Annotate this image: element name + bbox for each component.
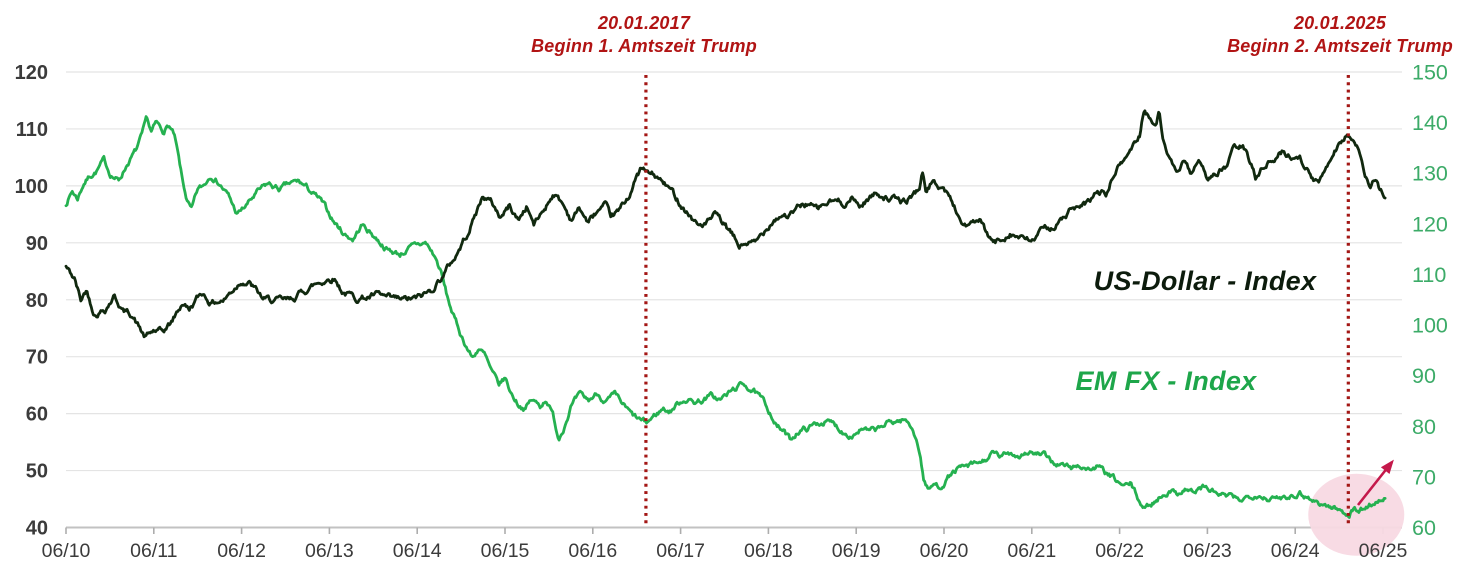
series-label-em-fx-index: EM FX - Index <box>1075 366 1257 396</box>
highlight-ellipse <box>1308 473 1405 556</box>
annotation-trump-term1-label: Beginn 1. Amtszeit Trump <box>531 36 757 56</box>
x-axis-tick-label: 06/25 <box>1359 540 1408 562</box>
x-axis-tick-label: 06/21 <box>1007 540 1056 562</box>
left-axis-labels: 120 110 100 90 80 70 60 50 40 <box>15 62 48 540</box>
left-axis-tick-label: 40 <box>26 518 48 540</box>
x-axis-tick-label: 06/23 <box>1183 540 1232 562</box>
right-axis-tick-label: 100 <box>1412 314 1448 338</box>
right-axis-labels: 150 140 130 120 110 100 90 80 70 60 <box>1412 61 1448 541</box>
right-axis-tick-label: 80 <box>1412 415 1436 439</box>
right-axis-tick-label: 70 <box>1412 465 1436 489</box>
x-axis-tick-label: 06/15 <box>481 540 530 562</box>
annotation-trump-term2: 20.01.2025 Beginn 2. Amtszeit Trump <box>1227 12 1453 58</box>
left-axis-tick-label: 50 <box>26 461 48 483</box>
series-us-dollar-index-line <box>64 109 1387 339</box>
left-axis-tick-label: 100 <box>15 176 48 198</box>
series-label-us-dollar-index: US-Dollar - Index <box>1093 266 1317 296</box>
x-axis-tick-label: 06/16 <box>568 540 617 562</box>
annotation-trump-term1: 20.01.2017 Beginn 1. Amtszeit Trump <box>531 12 757 58</box>
x-axis-tick-label: 06/20 <box>920 540 969 562</box>
x-axis-tick-label: 06/13 <box>305 540 354 562</box>
right-axis-tick-label: 120 <box>1412 212 1448 236</box>
x-axis-tick-label: 06/11 <box>130 540 177 562</box>
left-axis-tick-label: 70 <box>26 347 48 369</box>
annotation-trump-term2-date: 20.01.2025 <box>1293 13 1387 33</box>
x-axis-tick-label: 06/22 <box>1095 540 1144 562</box>
right-axis-tick-label: 110 <box>1412 263 1446 287</box>
right-axis-tick-label: 90 <box>1412 364 1436 388</box>
left-axis-tick-label: 90 <box>26 233 48 255</box>
x-axis-tick-label: 06/17 <box>656 540 705 562</box>
right-axis-tick-label: 130 <box>1412 162 1448 186</box>
left-axis-tick-label: 120 <box>15 62 48 84</box>
left-axis-tick-label: 110 <box>16 119 48 141</box>
x-axis-tick-label: 06/10 <box>42 540 91 562</box>
left-axis-tick-label: 60 <box>26 404 48 426</box>
right-axis-tick-label: 140 <box>1412 111 1448 135</box>
series-em-fx-index-line <box>64 115 1387 519</box>
annotation-trump-term1-date: 20.01.2017 <box>597 13 691 33</box>
x-axis-tick-label: 06/12 <box>217 540 266 562</box>
x-axis-tick-label: 06/19 <box>832 540 881 562</box>
upturn-arrow-head <box>1380 459 1394 474</box>
left-axis-tick-label: 80 <box>26 290 48 312</box>
right-axis-tick-label: 60 <box>1412 516 1436 540</box>
gridlines <box>66 71 1402 529</box>
x-axis-tick-label: 06/14 <box>393 540 442 562</box>
x-axis-tick-label: 06/18 <box>744 540 793 562</box>
x-axis-labels: 06/10 06/11 06/12 06/13 06/14 06/15 06/16 06/17… <box>42 540 1408 562</box>
right-axis-tick-label: 150 <box>1412 61 1448 85</box>
x-axis-tick-label: 06/24 <box>1271 540 1320 562</box>
annotation-trump-term2-label: Beginn 2. Amtszeit Trump <box>1227 36 1453 56</box>
